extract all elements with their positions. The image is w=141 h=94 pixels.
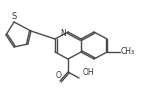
Text: O: O (56, 71, 62, 80)
Text: N: N (60, 28, 66, 38)
Text: S: S (11, 12, 17, 21)
Text: OH: OH (83, 68, 95, 77)
Text: CH₃: CH₃ (121, 47, 135, 56)
